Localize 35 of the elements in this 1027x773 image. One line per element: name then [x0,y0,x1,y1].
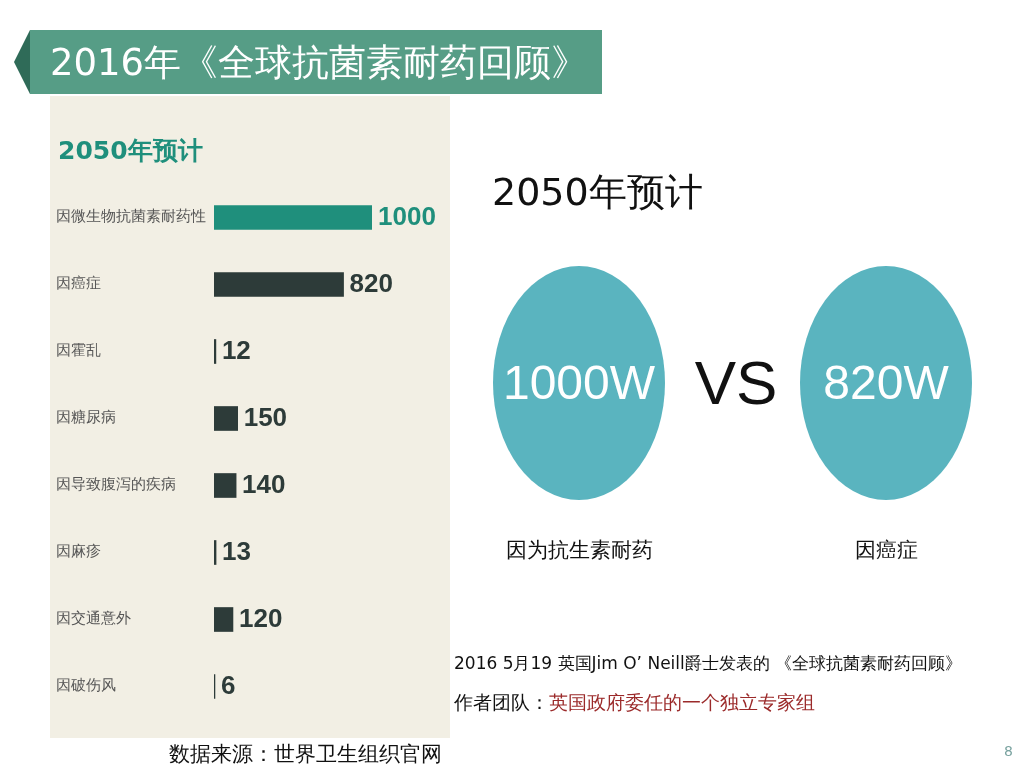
text: 英国政府委任的一个独立专家组 [549,691,815,713]
chart-subtitle: 2050年预计 [58,136,203,165]
data-label: 12 [221,334,251,365]
bar [214,272,344,297]
text: 2016 5月19 英国Jim O’ Neill爵士发表的 《全球抗菌素耐药回顾》 [454,653,963,673]
bar [214,607,234,632]
text: 8 [1004,743,1013,760]
text: 作者团队： [454,691,549,713]
y-tick-label: 因麻疹 [56,542,101,561]
text: 1000W [502,355,656,410]
bar [214,473,237,498]
text: 因癌症 [854,538,918,563]
text: 2050年预计 [492,170,703,214]
data-label: 150 [243,401,288,432]
data-label: 140 [242,468,286,499]
bar [214,339,217,364]
y-tick-label: 因交通意外 [56,609,131,628]
y-tick-label: 因糖尿病 [56,408,116,427]
chart-title: 2016年《全球抗菌素耐药回顾》 [50,40,589,84]
text: 因为抗生素耐药 [505,538,653,563]
bar [214,205,372,230]
data-label: 120 [238,602,283,633]
y-tick-label: 因微生物抗菌素耐药性 [56,207,206,226]
y-tick-label: 因霍乱 [56,341,101,360]
text: 820W [823,355,949,410]
y-tick-label: 因导致腹泻的疾病 [56,475,176,494]
data-label: 6 [220,669,236,700]
y-tick-label: 因癌症 [56,274,101,293]
data-label: 13 [222,535,251,566]
y-tick-label: 因破伤风 [56,676,116,695]
source-note: 数据来源：世界卫生组织官网 [169,742,442,768]
bar [214,406,239,431]
data-label: 1000 [378,200,436,231]
text: VS [694,347,778,418]
data-label: 820 [349,267,393,298]
